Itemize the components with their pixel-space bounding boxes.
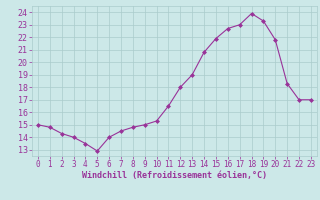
X-axis label: Windchill (Refroidissement éolien,°C): Windchill (Refroidissement éolien,°C) [82, 171, 267, 180]
